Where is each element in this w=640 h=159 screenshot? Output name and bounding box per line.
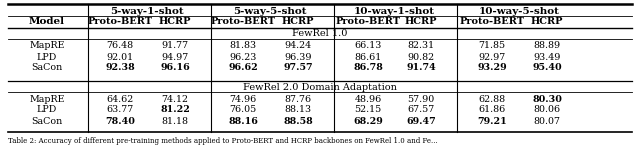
Text: 81.22: 81.22 (160, 106, 190, 114)
Text: Table 2: Accuracy of different pre-training methods applied to Proto-BERT and HC: Table 2: Accuracy of different pre-train… (8, 137, 438, 145)
Text: 48.96: 48.96 (355, 94, 381, 104)
Text: 95.40: 95.40 (532, 63, 562, 73)
Text: MapRE: MapRE (29, 94, 65, 104)
Text: Proto-BERT: Proto-BERT (335, 17, 401, 27)
Text: 86.61: 86.61 (355, 52, 381, 62)
Text: 96.23: 96.23 (229, 52, 257, 62)
Text: 61.86: 61.86 (478, 106, 506, 114)
Text: 74.12: 74.12 (161, 94, 189, 104)
Text: 78.40: 78.40 (105, 117, 135, 125)
Text: 74.96: 74.96 (229, 94, 257, 104)
Text: 96.39: 96.39 (284, 52, 312, 62)
Text: 63.77: 63.77 (106, 106, 134, 114)
Text: Proto-BERT: Proto-BERT (211, 17, 275, 27)
Text: 71.85: 71.85 (479, 41, 506, 51)
Text: FewRel 2.0 Domain Adaptation: FewRel 2.0 Domain Adaptation (243, 83, 397, 91)
Text: 76.48: 76.48 (106, 41, 134, 51)
Text: 88.13: 88.13 (284, 106, 312, 114)
Text: 96.62: 96.62 (228, 63, 258, 73)
Text: 91.74: 91.74 (406, 63, 436, 73)
Text: 92.01: 92.01 (106, 52, 134, 62)
Text: 80.06: 80.06 (533, 106, 561, 114)
Text: 82.31: 82.31 (408, 41, 435, 51)
Text: LPD: LPD (37, 52, 57, 62)
Text: 93.49: 93.49 (533, 52, 561, 62)
Text: 90.82: 90.82 (408, 52, 435, 62)
Text: 69.47: 69.47 (406, 117, 436, 125)
Text: 94.24: 94.24 (284, 41, 312, 51)
Text: 94.97: 94.97 (161, 52, 189, 62)
Text: 81.83: 81.83 (229, 41, 257, 51)
Text: Model: Model (29, 17, 65, 27)
Text: 79.21: 79.21 (477, 117, 507, 125)
Text: HCRP: HCRP (159, 17, 191, 27)
Text: 57.90: 57.90 (408, 94, 435, 104)
Text: 88.58: 88.58 (283, 117, 313, 125)
Text: 91.77: 91.77 (161, 41, 189, 51)
Text: 5-way-5-shot: 5-way-5-shot (233, 7, 307, 15)
Text: 88.89: 88.89 (533, 41, 561, 51)
Text: 62.88: 62.88 (479, 94, 506, 104)
Text: 10-way-1-shot: 10-way-1-shot (353, 7, 435, 15)
Text: 80.30: 80.30 (532, 94, 562, 104)
Text: 68.29: 68.29 (353, 117, 383, 125)
Text: FewRel 1.0: FewRel 1.0 (292, 30, 348, 38)
Text: 66.13: 66.13 (355, 41, 381, 51)
Text: 67.57: 67.57 (408, 106, 435, 114)
Text: HCRP: HCRP (282, 17, 314, 27)
Text: 80.07: 80.07 (534, 117, 561, 125)
Text: HCRP: HCRP (404, 17, 437, 27)
Text: SaCon: SaCon (31, 63, 63, 73)
Text: 96.16: 96.16 (160, 63, 190, 73)
Text: Proto-BERT: Proto-BERT (460, 17, 525, 27)
Text: 76.05: 76.05 (229, 106, 257, 114)
Text: 93.29: 93.29 (477, 63, 507, 73)
Text: 86.78: 86.78 (353, 63, 383, 73)
Text: 52.15: 52.15 (355, 106, 381, 114)
Text: 81.18: 81.18 (161, 117, 189, 125)
Text: MapRE: MapRE (29, 41, 65, 51)
Text: Proto-BERT: Proto-BERT (88, 17, 152, 27)
Text: 92.38: 92.38 (105, 63, 135, 73)
Text: 5-way-1-shot: 5-way-1-shot (110, 7, 184, 15)
Text: 97.57: 97.57 (283, 63, 313, 73)
Text: 87.76: 87.76 (284, 94, 312, 104)
Text: 92.97: 92.97 (478, 52, 506, 62)
Text: LPD: LPD (37, 106, 57, 114)
Text: 10-way-5-shot: 10-way-5-shot (479, 7, 559, 15)
Text: SaCon: SaCon (31, 117, 63, 125)
Text: 64.62: 64.62 (106, 94, 134, 104)
Text: HCRP: HCRP (531, 17, 563, 27)
Text: 88.16: 88.16 (228, 117, 258, 125)
